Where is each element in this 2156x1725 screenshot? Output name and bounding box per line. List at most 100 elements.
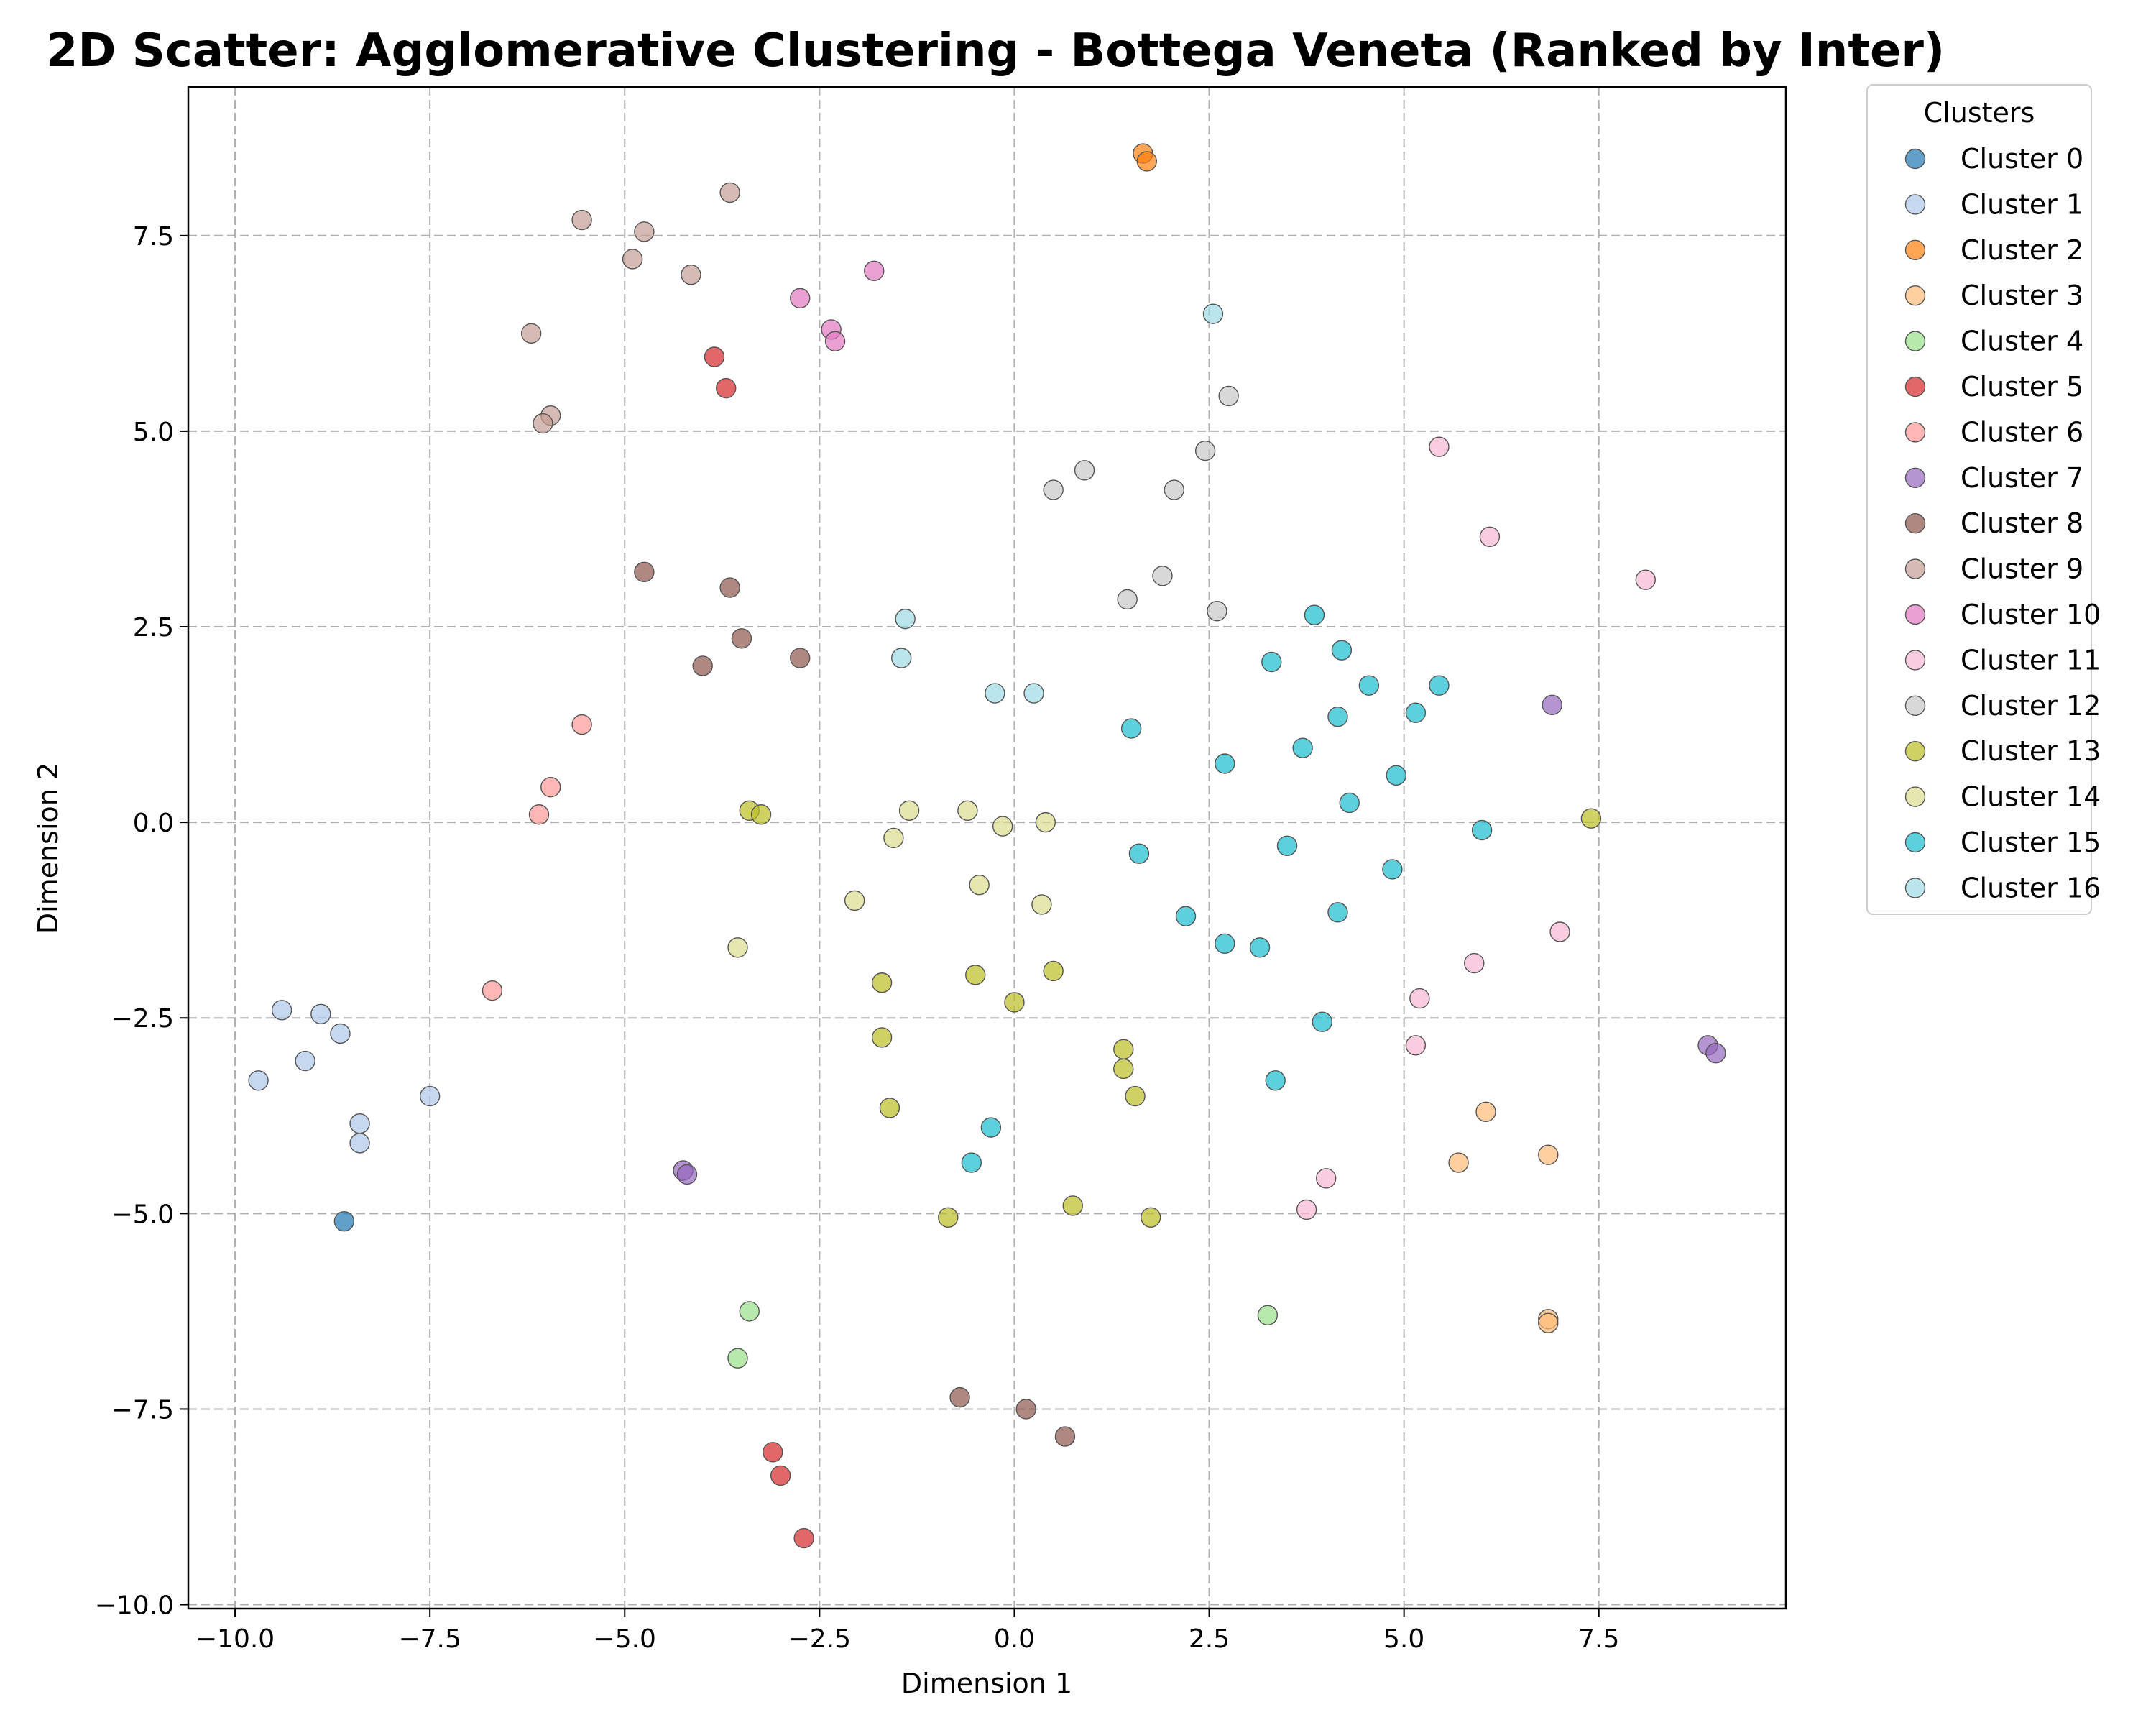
point-cluster-8 <box>731 628 752 649</box>
point-cluster-9 <box>634 221 655 242</box>
point-cluster-9 <box>719 182 740 203</box>
point-cluster-1 <box>310 1003 331 1024</box>
point-cluster-12 <box>1218 385 1239 407</box>
point-cluster-5 <box>716 377 737 399</box>
point-cluster-1 <box>419 1085 441 1107</box>
point-cluster-5 <box>704 346 725 367</box>
legend-marker <box>1904 786 1926 807</box>
point-cluster-11 <box>1429 436 1450 457</box>
point-cluster-13 <box>879 1098 900 1118</box>
point-cluster-15 <box>1382 859 1403 880</box>
point-cluster-4 <box>739 1301 760 1322</box>
y-axis-ticks: −10.0 −7.5 −5.0 −2.5 0.0 2.5 5.0 7.5 <box>95 222 188 1621</box>
legend-label: Cluster 12 <box>1961 690 2101 722</box>
point-cluster-6 <box>540 776 561 798</box>
point-cluster-9 <box>622 249 643 270</box>
point-cluster-13 <box>1141 1207 1161 1228</box>
y-tick-label: 2.5 <box>133 613 174 643</box>
point-cluster-9 <box>520 323 542 344</box>
point-cluster-12 <box>1074 460 1095 481</box>
point-cluster-15 <box>1386 765 1407 786</box>
point-cluster-10 <box>824 331 846 351</box>
legend-label: Cluster 16 <box>1961 872 2101 903</box>
point-cluster-3 <box>1475 1101 1496 1123</box>
legend-marker <box>1904 422 1926 443</box>
point-cluster-13 <box>965 965 986 985</box>
legend-label: Cluster 0 <box>1961 143 2083 175</box>
point-cluster-11 <box>1549 921 1570 942</box>
x-tick-label: 7.5 <box>1578 1624 1619 1654</box>
x-tick-label: −5.0 <box>594 1624 656 1654</box>
point-cluster-8 <box>790 648 811 668</box>
x-tick-label: −10.0 <box>195 1624 275 1654</box>
point-cluster-9 <box>571 209 592 231</box>
legend-label: Cluster 5 <box>1961 371 2083 402</box>
point-cluster-13 <box>1062 1195 1083 1216</box>
point-cluster-8 <box>719 577 740 598</box>
point-cluster-10 <box>790 288 811 309</box>
legend-marker <box>1904 650 1926 671</box>
point-cluster-15 <box>1215 753 1235 774</box>
chart-title: 2D Scatter: Agglomerative Clustering - B… <box>46 24 1945 78</box>
legend-label: Cluster 1 <box>1961 188 2083 220</box>
point-cluster-15 <box>1215 933 1235 954</box>
point-cluster-6 <box>482 980 503 1001</box>
point-cluster-9 <box>681 264 701 285</box>
point-cluster-15 <box>1339 792 1360 814</box>
legend-label: Cluster 13 <box>1961 735 2101 767</box>
point-cluster-15 <box>1429 675 1450 696</box>
x-tick-label: 2.5 <box>1189 1624 1230 1654</box>
point-cluster-12 <box>1152 566 1173 586</box>
point-cluster-1 <box>330 1023 351 1044</box>
point-cluster-13 <box>871 972 893 993</box>
point-cluster-4 <box>727 1348 748 1368</box>
legend-marker <box>1904 513 1926 534</box>
legend-label: Cluster 3 <box>1961 280 2083 311</box>
point-cluster-15 <box>1276 835 1298 856</box>
point-cluster-8 <box>692 656 713 676</box>
point-cluster-5 <box>763 1442 783 1463</box>
point-cluster-14 <box>1035 811 1056 833</box>
legend-marker <box>1904 148 1926 170</box>
point-cluster-15 <box>1331 640 1353 661</box>
point-cluster-3 <box>1538 1144 1559 1165</box>
point-cluster-14 <box>727 937 748 958</box>
x-tick-label: 0.0 <box>994 1624 1035 1654</box>
point-cluster-13 <box>1113 1058 1134 1080</box>
point-cluster-13 <box>938 1207 959 1228</box>
point-cluster-13 <box>1004 992 1025 1013</box>
point-cluster-15 <box>1128 843 1150 864</box>
legend-items: Cluster 0 Cluster 1 Cluster 2 Cluster 3 Clus… <box>1904 143 2101 903</box>
legend-label: Cluster 2 <box>1961 234 2083 266</box>
y-tick-label: −10.0 <box>95 1591 174 1621</box>
point-cluster-16 <box>1202 303 1224 324</box>
point-cluster-1 <box>349 1113 370 1134</box>
y-tick-label: 0.0 <box>133 809 174 838</box>
legend-label: Cluster 9 <box>1961 553 2083 585</box>
point-cluster-16 <box>1023 683 1044 704</box>
point-cluster-15 <box>1120 718 1142 739</box>
point-cluster-15 <box>961 1152 982 1173</box>
point-cluster-15 <box>1405 702 1427 723</box>
point-cluster-11 <box>1479 526 1501 548</box>
point-cluster-15 <box>1304 604 1325 625</box>
point-cluster-3 <box>1448 1152 1469 1173</box>
point-cluster-7 <box>1705 1043 1726 1064</box>
point-cluster-13 <box>750 804 772 825</box>
legend-marker <box>1904 285 1926 306</box>
legend-marker <box>1904 194 1926 215</box>
point-cluster-14 <box>992 816 1013 837</box>
y-tick-label: −5.0 <box>111 1200 174 1229</box>
point-cluster-4 <box>1257 1305 1279 1326</box>
legend-marker <box>1904 239 1926 260</box>
point-cluster-5 <box>793 1527 814 1549</box>
point-cluster-1 <box>295 1050 315 1072</box>
legend-title: Clusters <box>1924 97 2035 129</box>
plot-area-frame <box>187 86 1787 1610</box>
point-cluster-8 <box>634 561 655 583</box>
x-axis-label: Dimension 1 <box>901 1668 1072 1699</box>
legend-marker <box>1904 558 1926 579</box>
x-tick-label: −2.5 <box>788 1624 851 1654</box>
legend-marker <box>1904 604 1926 625</box>
x-tick-label: −7.5 <box>398 1624 461 1654</box>
